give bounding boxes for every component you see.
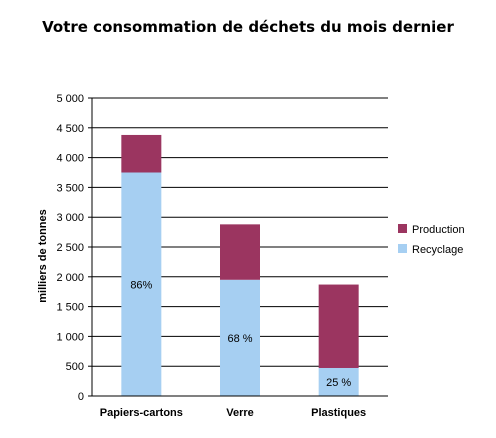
y-tick-label: 2 500	[56, 242, 84, 254]
x-axis-categories: Papiers-cartons Verre Plastiques	[100, 407, 366, 419]
y-tick-label: 1 500	[56, 302, 84, 314]
bar-production-2	[220, 224, 260, 280]
data-labels: 86% 68 % 25 %	[130, 279, 351, 389]
y-tick-label: 3 000	[56, 212, 84, 224]
bar-recyclage-1	[121, 172, 162, 396]
legend: Production Recyclage	[398, 224, 465, 256]
x-category-label: Verre	[226, 407, 254, 419]
chart-title: Votre consommation de déchets du mois de…	[42, 18, 454, 36]
bar-production-3	[318, 284, 359, 368]
y-tick-label: 4 500	[56, 123, 84, 135]
bar-recyclage-2	[220, 279, 260, 396]
y-tick-label: 2 000	[56, 272, 84, 284]
y-tick-label: 0	[78, 391, 84, 403]
y-tick-label: 5 000	[56, 93, 84, 105]
legend-swatch-production	[398, 224, 407, 233]
legend-label-production: Production	[412, 224, 465, 236]
legend-label-recyclage: Recyclage	[412, 244, 463, 256]
bar-production-1	[121, 134, 162, 173]
data-label: 25 %	[326, 377, 351, 389]
y-tick-label: 4 000	[56, 153, 84, 165]
x-category-label: Plastiques	[311, 407, 366, 419]
data-label: 68 %	[227, 333, 252, 345]
y-tick-label: 1 000	[56, 331, 84, 343]
x-category-label: Papiers-cartons	[100, 407, 183, 419]
bar-recyclage-3	[318, 367, 359, 396]
legend-swatch-recyclage	[398, 244, 407, 253]
y-tick-label: 3 500	[56, 182, 84, 194]
y-tick-label: 500	[66, 361, 84, 373]
y-axis-ticks: 0 500 1 000 1 500 2 000 2 500 3 000 3 500 4 000 4…	[56, 93, 92, 403]
y-axis-label: milliers de tonnes	[37, 209, 49, 303]
bars	[121, 134, 359, 396]
data-label: 86%	[130, 279, 152, 291]
